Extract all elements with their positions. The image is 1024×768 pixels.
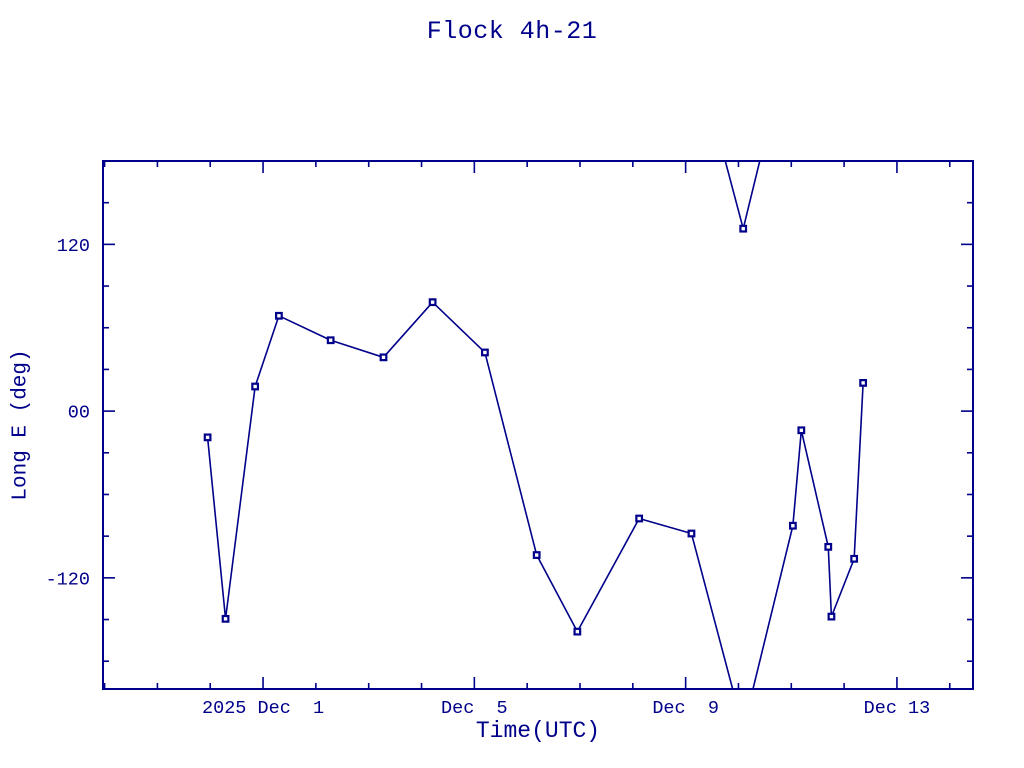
- data-point-marker: [824, 542, 833, 551]
- plot-frame: [102, 160, 974, 690]
- data-point-marker: [379, 353, 388, 362]
- data-point-marker: [251, 382, 260, 391]
- data-point-marker: [739, 224, 748, 233]
- y-tick-label: 120: [57, 236, 90, 257]
- x-tick-label: 2025 Dec 1: [202, 698, 324, 719]
- data-point-marker: [326, 336, 335, 345]
- data-point-marker: [221, 614, 230, 623]
- x-tick-label: Dec 9: [652, 698, 719, 719]
- x-axis-title: Time(UTC): [475, 718, 601, 744]
- data-point-marker: [275, 311, 283, 320]
- data-point-marker: [827, 612, 836, 621]
- chart-title: Flock 4h-21: [426, 17, 598, 46]
- x-tick-label: Dec 13: [864, 698, 931, 719]
- data-point-marker: [203, 433, 212, 442]
- data-point-marker: [573, 627, 582, 636]
- data-point-marker: [797, 426, 806, 435]
- data-point-marker: [850, 554, 859, 563]
- data-point-marker: [859, 378, 868, 387]
- data-point-marker: [428, 298, 437, 307]
- y-tick-label: -120: [46, 569, 90, 590]
- y-tick-label: 00: [68, 403, 90, 424]
- x-tick-label: Dec 5: [441, 698, 508, 719]
- data-point-marker: [788, 521, 797, 530]
- data-point-marker: [635, 514, 644, 523]
- data-point-marker: [481, 348, 489, 357]
- data-line: [206, 161, 864, 689]
- data-point-marker: [687, 529, 696, 538]
- data-point-marker: [532, 551, 541, 559]
